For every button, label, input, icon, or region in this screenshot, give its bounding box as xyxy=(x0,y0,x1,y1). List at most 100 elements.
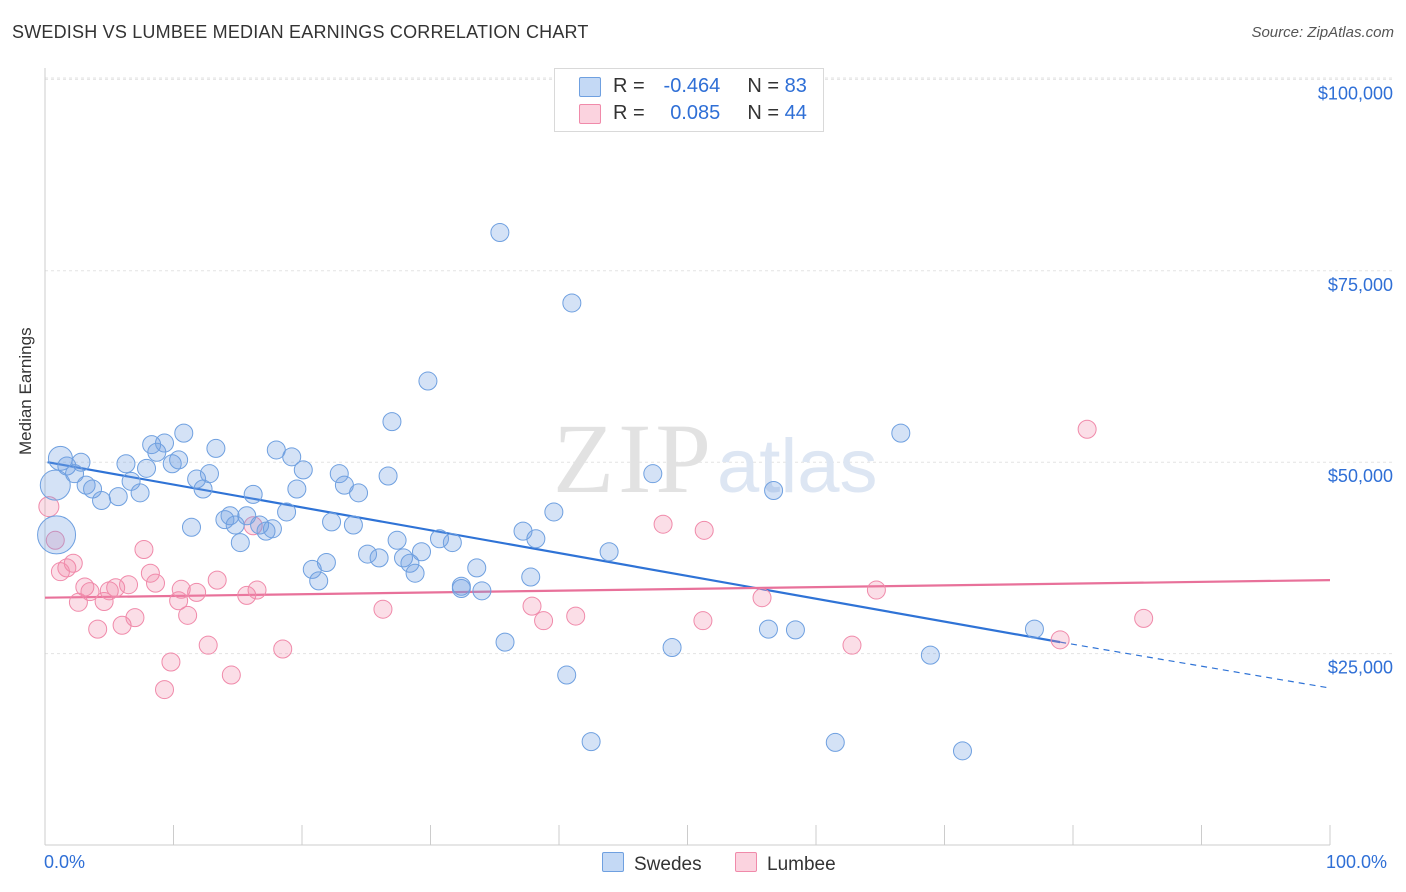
swedes-point xyxy=(282,447,302,467)
swedes-point xyxy=(309,571,329,591)
y-axis-label: Median Earnings xyxy=(16,327,35,455)
swedes-point xyxy=(521,567,541,587)
swedes-point xyxy=(92,490,112,510)
swedes-point xyxy=(599,542,619,562)
lumbee-point xyxy=(842,635,862,655)
swedes-point xyxy=(495,632,515,652)
swedes-point xyxy=(451,576,471,596)
lumbee-swatch xyxy=(579,104,601,124)
swedes-point xyxy=(37,515,77,555)
bottom-legend-lumbee: Lumbee xyxy=(735,852,836,876)
swedes-point xyxy=(412,542,432,562)
lumbee-point xyxy=(693,611,713,631)
lumbee-point xyxy=(94,592,114,612)
swedes-point xyxy=(262,519,282,539)
swedes-point xyxy=(230,533,250,553)
lumbee-point xyxy=(247,580,267,600)
lumbee-point xyxy=(106,578,126,598)
lumbee-point xyxy=(198,635,218,655)
swedes-point xyxy=(490,223,510,243)
swedes-point xyxy=(116,454,136,474)
lumbee-point xyxy=(1050,630,1070,650)
swedes-point xyxy=(130,483,150,503)
data-points xyxy=(37,223,1154,761)
swedes-point xyxy=(472,581,492,601)
lumbee-point xyxy=(522,596,542,616)
correlation-legend: R = -0.464 N = 83 R = 0.085 N = 44 xyxy=(554,68,824,132)
swedes-point xyxy=(243,484,263,504)
swedes-n-value: 83 xyxy=(784,75,807,97)
swedes-point xyxy=(199,464,219,484)
lumbee-point xyxy=(694,520,714,540)
legend-text-lumbee: R = 0.085 N = 44 xyxy=(613,102,807,125)
lumbee-legend-swatch xyxy=(735,852,757,872)
swedes-point xyxy=(920,645,940,665)
swedes-point xyxy=(174,423,194,443)
swedes-point xyxy=(181,517,201,537)
x-tick-label-max: 100.0% xyxy=(1326,852,1388,872)
swedes-point xyxy=(237,506,257,526)
legend-text-swedes: R = -0.464 N = 83 xyxy=(613,75,807,98)
swedes-point xyxy=(442,533,462,553)
swedes-point xyxy=(215,510,235,530)
n-label: N = xyxy=(747,102,780,124)
swedes-point xyxy=(108,487,128,507)
swedes-point xyxy=(225,515,245,535)
y-tick-label: $100,000 xyxy=(1318,83,1393,103)
y-tick-label: $25,000 xyxy=(1328,658,1393,678)
lumbee-legend-label: Lumbee xyxy=(767,854,836,875)
swedes-point xyxy=(764,481,784,501)
swedes-r-value: -0.464 xyxy=(663,75,721,97)
swedes-point xyxy=(343,515,363,535)
swedes-point xyxy=(1024,619,1044,639)
swedes-trend-extension xyxy=(1060,641,1331,689)
swedes-point xyxy=(39,469,71,501)
swedes-legend-swatch xyxy=(602,852,624,872)
lumbee-point xyxy=(63,553,83,573)
swedes-point xyxy=(825,732,845,752)
lumbee-point xyxy=(1134,608,1154,628)
watermark-zip: ZIP xyxy=(553,403,715,514)
swedes-point xyxy=(394,548,414,568)
gridlines xyxy=(45,77,1393,655)
swedes-point xyxy=(405,563,425,583)
lumbee-point xyxy=(88,619,108,639)
swedes-point xyxy=(293,460,313,480)
swedes-point xyxy=(467,558,487,578)
lumbee-trend-line xyxy=(44,579,1331,599)
lumbee-point xyxy=(119,575,139,595)
swedes-trend-line xyxy=(47,461,1061,644)
axes xyxy=(44,68,1331,846)
swedes-point xyxy=(785,620,805,640)
lumbee-point xyxy=(373,599,393,619)
y-tick-labels: $25,000 $50,000 $75,000 $100,000 xyxy=(1318,83,1393,677)
watermark-atlas: atlas xyxy=(717,424,878,509)
watermark: ZIP atlas xyxy=(553,403,878,514)
y-tick-label: $50,000 xyxy=(1328,466,1393,486)
swedes-point xyxy=(329,464,349,484)
swedes-point xyxy=(316,552,336,572)
lumbee-point xyxy=(273,639,293,659)
lumbee-point xyxy=(80,582,100,602)
swedes-point xyxy=(557,665,577,685)
swedes-point xyxy=(382,412,402,432)
trend-lines xyxy=(44,461,1331,689)
lumbee-point xyxy=(161,652,181,672)
swedes-point xyxy=(65,464,85,484)
lumbee-point xyxy=(1077,419,1097,439)
swedes-point xyxy=(429,529,449,549)
lumbee-point xyxy=(534,611,554,631)
lumbee-point xyxy=(221,665,241,685)
lumbee-point xyxy=(752,588,772,608)
swedes-point xyxy=(277,502,297,522)
lumbee-r-value: 0.085 xyxy=(670,102,721,124)
bottom-legend-swedes: Swedes xyxy=(602,852,702,876)
swedes-point xyxy=(155,433,175,453)
lumbee-n-value: 44 xyxy=(784,102,807,124)
lumbee-point xyxy=(169,591,189,611)
lumbee-point xyxy=(38,496,60,518)
swedes-point xyxy=(952,741,972,761)
n-label: N = xyxy=(747,75,780,97)
source-credit: Source: ZipAtlas.com xyxy=(1251,24,1394,41)
